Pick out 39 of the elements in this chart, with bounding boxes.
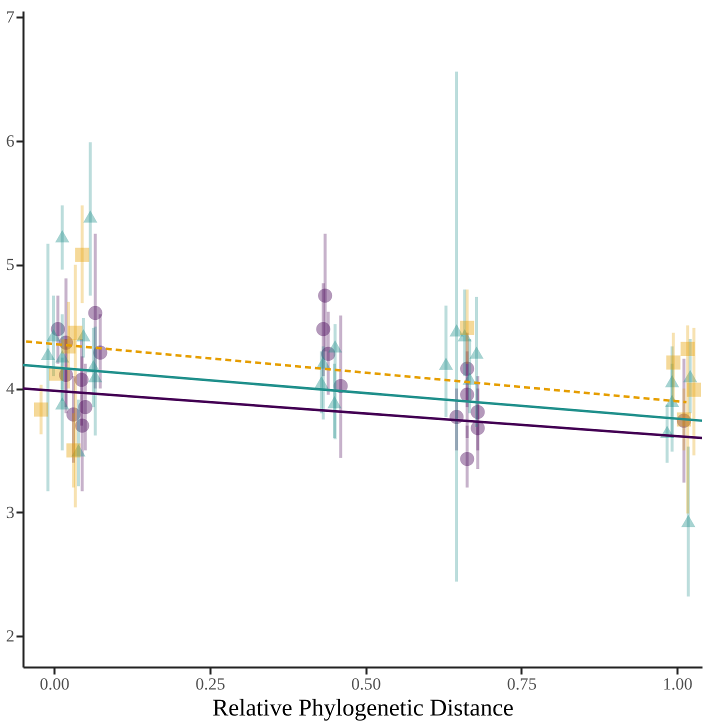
x-axis-title: Relative Phylogenetic Distance xyxy=(212,696,514,722)
point xyxy=(66,443,81,458)
point xyxy=(680,342,695,356)
point xyxy=(469,346,484,359)
point xyxy=(46,329,61,342)
point xyxy=(75,248,90,262)
point xyxy=(686,382,701,397)
point xyxy=(328,340,342,353)
point xyxy=(316,322,330,336)
x-tick-label: 0.50 xyxy=(351,674,381,694)
x-tick-label: 0.75 xyxy=(506,674,537,694)
x-tick-label: 0.00 xyxy=(40,674,70,694)
point xyxy=(460,452,474,466)
point xyxy=(34,402,48,417)
point xyxy=(61,339,76,354)
point xyxy=(40,348,55,360)
y-tick-label: 6 xyxy=(6,131,14,150)
point xyxy=(666,355,680,370)
x-tick-label: 1.00 xyxy=(662,674,692,694)
point xyxy=(438,358,454,370)
point xyxy=(681,514,696,528)
point xyxy=(68,326,82,340)
point xyxy=(55,230,70,242)
y-tick-label: 3 xyxy=(6,502,14,522)
point xyxy=(88,370,102,382)
point xyxy=(55,397,70,410)
point xyxy=(55,350,70,362)
point xyxy=(88,306,102,320)
point xyxy=(460,320,474,335)
y-tick-label: 4 xyxy=(6,379,15,398)
point xyxy=(314,376,328,388)
y-tick-label: 5 xyxy=(6,255,14,274)
x-tick-label: 0.25 xyxy=(196,674,226,694)
point xyxy=(327,396,342,408)
point xyxy=(83,210,98,223)
y-tick-label: 2 xyxy=(6,626,14,646)
point xyxy=(78,400,92,414)
y-tick-label: 7 xyxy=(6,8,15,27)
point xyxy=(318,288,332,303)
